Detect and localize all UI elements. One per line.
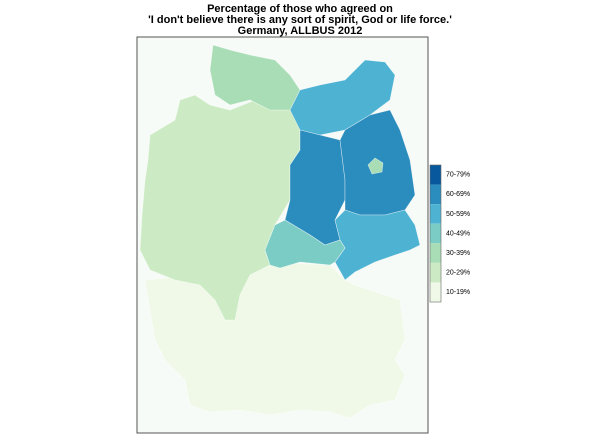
legend-swatch [430,243,441,263]
title-line: Germany, ALLBUS 2012 [238,25,363,37]
legend: 70-79% 60-69% 50-59% 40-49% 30-39% 20-29% 10-1… [429,164,470,303]
legend-swatch [430,184,441,205]
legend-label: 10-19% [446,289,470,296]
legend-label: 30-39% [446,250,470,257]
region [264,219,346,269]
regions [139,44,421,419]
legend-swatch [430,282,441,302]
legend-label: 60-69% [446,191,470,198]
legend-border [429,164,442,303]
title-line: 'I don't believe there is any sort of sp… [148,14,452,26]
legend-swatch [430,204,441,224]
title-line: Percentage of those who agreed on [207,3,393,15]
legend-label: 20-29% [446,269,470,276]
legend-swatch [430,262,441,283]
legend-label: 40-49% [446,230,470,237]
legend-label: 50-59% [446,211,470,218]
legend-swatch [430,223,441,244]
region [367,157,384,175]
legend-swatch [430,165,441,185]
legend-label: 70-79% [446,172,470,179]
